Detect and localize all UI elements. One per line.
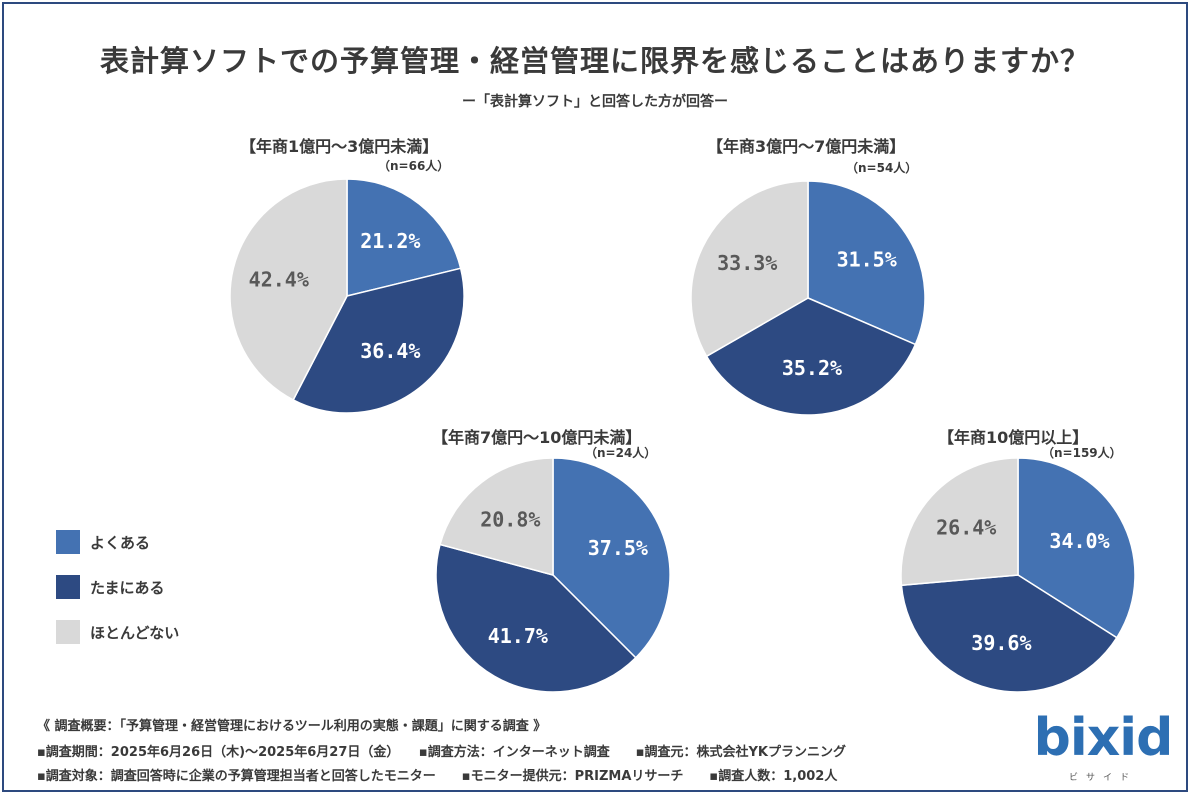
pie-2-label-rarely: 33.3% <box>717 251 777 275</box>
survey-details-line-1: ▪調査期間：2025年6月26日（木)〜2025年6月27日（金） ▪調査方法：… <box>37 745 846 760</box>
pie-4-label-often: 34.0% <box>1049 529 1109 553</box>
pie-4-slice-rarely <box>900 457 1019 587</box>
pie-1-label-often: 21.2% <box>360 229 420 253</box>
chart-3-title: 【年商7億円〜10億円未満】 <box>432 428 642 447</box>
pie-2-label-often: 31.5% <box>837 247 897 271</box>
pie-4-label-sometimes: 39.6% <box>971 631 1031 655</box>
pie-3-slice-often <box>552 457 671 659</box>
legend-label-rarely: ほとんどない <box>90 624 180 642</box>
pie-1-slice-often <box>346 178 462 297</box>
survey-details-line-2: ▪調査対象：調査回答時に企業の予算管理担当者と回答したモニター ▪モニター提供元… <box>37 769 838 784</box>
chart-1-title: 【年商1億円〜3億円未満】 <box>240 137 439 156</box>
pie-2-slice-rarely <box>690 180 809 358</box>
chart-1-n: （n=66人） <box>378 159 450 173</box>
pie-3-slice-rarely <box>439 457 554 576</box>
pie-4-slice-sometimes <box>900 574 1118 693</box>
legend-label-sometimes: たまにある <box>90 579 165 597</box>
page-title: 表計算ソフトでの予算管理・経営管理に限界を感じることはありますか？ <box>99 44 1090 78</box>
logo-wordmark: bixid <box>1033 708 1174 768</box>
chart-3-n: （n=24人） <box>585 446 657 460</box>
legend-swatch-often <box>56 530 80 554</box>
legend-swatch-sometimes <box>56 575 80 599</box>
chart-4-title: 【年商10億円以上】 <box>938 428 1089 447</box>
chart-2-n: （n=54人） <box>846 161 918 175</box>
legend-swatch-rarely <box>56 620 80 644</box>
pie-3-label-sometimes: 41.7% <box>488 624 548 648</box>
pie-2-label-sometimes: 35.2% <box>782 356 842 380</box>
pie-3-label-rarely: 20.8% <box>480 507 540 531</box>
survey-overview-heading: 《 調査概要：「予算管理・経営管理におけるツール利用の実態・課題」に関する調査 … <box>37 719 547 734</box>
pie-2-slice-often <box>807 180 926 346</box>
pie-1-label-rarely: 42.4% <box>249 267 309 291</box>
page-subtitle: ー「表計算ソフト」と回答した方が回答ー <box>462 94 728 110</box>
logo-subtext: ビサイド <box>1068 773 1137 783</box>
bixid-logo: bixid ビサイド <box>1028 708 1178 788</box>
pie-4-label-rarely: 26.4% <box>936 516 996 540</box>
legend-label-often: よくある <box>90 534 151 552</box>
pie-1-slice-rarely <box>229 178 348 401</box>
pie-3-slice-sometimes <box>435 543 637 693</box>
pie-1-slice-sometimes <box>292 267 465 414</box>
chart-2-title: 【年商3億円〜7億円未満】 <box>707 137 906 156</box>
pie-2-slice-sometimes <box>705 297 917 416</box>
pie-1-label-sometimes: 36.4% <box>360 339 420 363</box>
chart-4-n: （n=159人） <box>1042 446 1122 460</box>
pie-3-label-often: 37.5% <box>588 536 648 560</box>
